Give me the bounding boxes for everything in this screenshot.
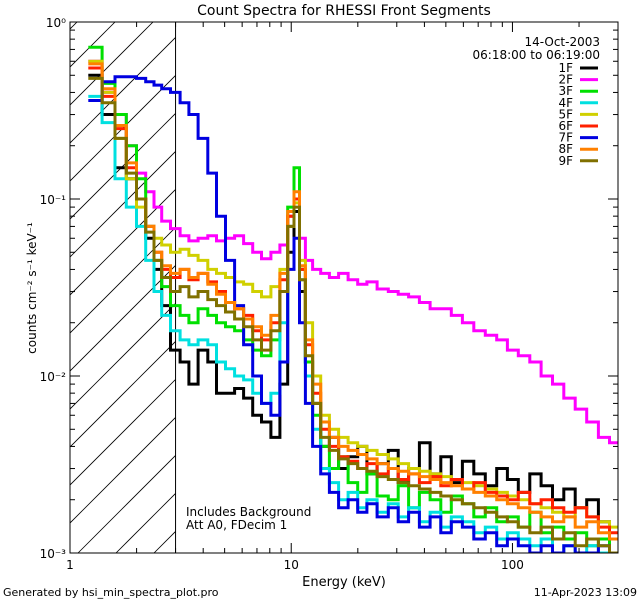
date-label: 14-Oct-2003 (524, 35, 600, 49)
time-range-label: 06:18:00 to 06:19:00 (473, 48, 600, 62)
series-3F-line (88, 45, 618, 553)
footer-timestamp: 11-Apr-2023 13:09 (534, 586, 637, 599)
attenuator-hatch-region (70, 22, 176, 553)
y-tick-label: 10⁻² (40, 370, 67, 384)
hatch-line (70, 416, 176, 524)
y-axis-label: counts cm⁻² s⁻¹ keV⁻¹ (25, 222, 39, 354)
series-8F-line (88, 62, 618, 541)
hatch-line (70, 150, 176, 258)
series-9F-line (88, 76, 618, 553)
annotation-attenuator: Att A0, FDecim 1 (186, 518, 287, 532)
series-2F-line (88, 59, 618, 445)
hatch-line (70, 226, 176, 334)
legend-label-2F: 2F (558, 73, 573, 87)
x-tick-label: 10 (284, 558, 299, 572)
series-layer (88, 45, 618, 553)
hatch-line (70, 378, 176, 486)
x-tick-label: 1 (66, 558, 74, 572)
legend-label-4F: 4F (558, 96, 573, 110)
plot-frame (69, 21, 619, 554)
legend-label-8F: 8F (558, 142, 573, 156)
hatch-line (70, 22, 154, 106)
hatch-line (70, 36, 176, 144)
y-tick-label: 10⁻¹ (40, 193, 67, 207)
legend-label-1F: 1F (558, 61, 573, 75)
hatch-line (70, 22, 116, 68)
legend-label-6F: 6F (558, 119, 573, 133)
y-tick-label: 10⁰ (46, 16, 66, 30)
legend-label-7F: 7F (558, 131, 573, 145)
series-4F-line (88, 94, 618, 553)
series-7F-line (88, 75, 618, 553)
axis-ticks: 1 10 100 10⁻³ 10⁻² 10⁻¹ 10⁰ (40, 16, 619, 572)
legend-label-3F: 3F (558, 84, 573, 98)
annotation-background: Includes Background (186, 505, 311, 519)
y-tick-label: 10⁻³ (40, 547, 67, 561)
chart-title: Count Spectra for RHESSI Front Segments (197, 3, 491, 19)
footer-generated-by: Generated by hsi_min_spectra_plot.pro (3, 586, 219, 599)
x-tick-label: 100 (501, 558, 524, 572)
hatch-line (70, 188, 176, 296)
legend-label-5F: 5F (558, 107, 573, 121)
legend-label-9F: 9F (558, 154, 573, 168)
x-axis-label: Energy (keV) (302, 575, 386, 590)
